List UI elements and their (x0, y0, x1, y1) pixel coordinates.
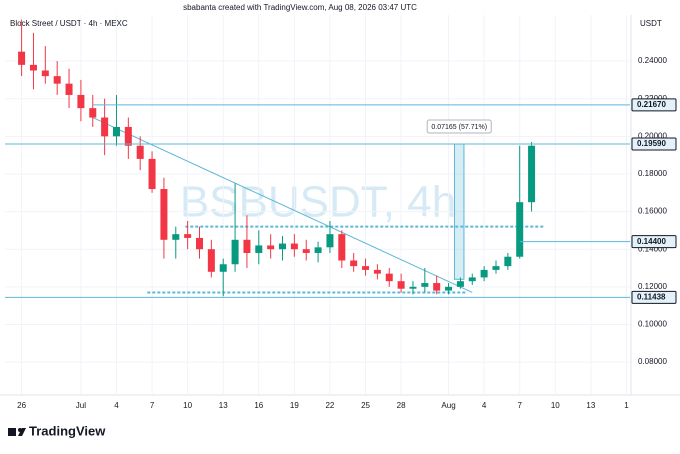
y-tick-label: 0.18000 (638, 169, 667, 178)
x-tick-label: 10 (551, 401, 560, 410)
candle-body (468, 277, 476, 282)
candle-body (65, 83, 73, 95)
candle-body (433, 283, 441, 291)
x-tick-label: 4 (114, 401, 119, 410)
candle-body (219, 264, 227, 272)
candle-body (53, 76, 61, 84)
symbol-label: Block Street / USDT · 4h · MEXC (10, 19, 128, 28)
candle-body (172, 234, 180, 240)
x-tick-label: 10 (183, 401, 192, 410)
price-label: 0.21670 (637, 100, 666, 109)
candle-body (231, 239, 239, 265)
logo-slash (18, 428, 26, 436)
header-text: sbabanta created with TradingView.com, A… (183, 3, 417, 12)
candle-body (160, 189, 168, 240)
y-tick-label: 0.24000 (638, 56, 667, 65)
candle-body (207, 249, 215, 272)
candle-body (77, 94, 85, 109)
price-label-box (631, 137, 677, 151)
price-label: 0.11438 (637, 293, 666, 302)
candle-body (409, 286, 417, 289)
candle-body (326, 234, 334, 248)
price-label: 0.14400 (637, 237, 666, 246)
x-tick-label: 22 (325, 401, 334, 410)
candle-body (124, 126, 132, 146)
x-tick-label: 26 (17, 401, 26, 410)
candle-body (112, 126, 120, 137)
candle-body (492, 266, 500, 270)
x-tick-label: 13 (219, 401, 228, 410)
candle-body (267, 245, 275, 250)
logo-block (8, 428, 16, 436)
candle-body (290, 243, 298, 250)
candle-body (184, 234, 192, 238)
x-tick-label: 1 (624, 401, 629, 410)
measure-label: 0.07165 (57.71%) (431, 124, 487, 131)
x-tick-label: 7 (150, 401, 155, 410)
candle-body (243, 239, 251, 253)
x-tick-label: Aug (441, 401, 455, 410)
candle-body (456, 281, 464, 287)
watermark: BSBUSDT, 4h (180, 178, 456, 227)
candle-body (302, 249, 310, 253)
y-tick-label: 0.22000 (638, 94, 667, 103)
candle-body (397, 281, 405, 289)
x-tick-label: 4 (482, 401, 487, 410)
y-tick-label: 0.10000 (638, 320, 667, 329)
candle-body (516, 202, 524, 257)
price-label: 0.19590 (637, 139, 666, 148)
candle-body (89, 108, 97, 118)
candle-body (101, 117, 109, 137)
candle-body (528, 145, 536, 203)
candle-body (41, 70, 49, 77)
trendline (92, 117, 473, 293)
x-tick-label: 19 (290, 401, 299, 410)
candle-body (314, 247, 322, 253)
candle-body (362, 266, 370, 270)
x-tick-label: 16 (254, 401, 263, 410)
y-tick-label: 0.20000 (638, 131, 667, 140)
y-tick-label: 0.14000 (638, 244, 667, 253)
candle-body (445, 286, 453, 291)
x-tick-label: Jul (76, 401, 86, 410)
candle-body (255, 245, 263, 253)
brand-logo (8, 428, 26, 436)
candle-body (385, 273, 393, 282)
candle-body (504, 256, 512, 267)
price-label-box (631, 235, 677, 249)
brand-name: TradingView (29, 423, 106, 438)
candle-body (18, 51, 26, 65)
measure-label-box (426, 119, 492, 134)
y-tick-label: 0.08000 (638, 357, 667, 366)
price-label-box (631, 290, 677, 304)
candle-body (195, 237, 203, 250)
x-tick-label: 7 (517, 401, 522, 410)
x-tick-label: 28 (397, 401, 406, 410)
candle-body (29, 64, 37, 71)
y-tick-label: 0.16000 (638, 207, 667, 216)
x-tick-label: 13 (586, 401, 595, 410)
candle-body (373, 269, 381, 274)
candle-body (136, 145, 144, 159)
candle-body (480, 269, 488, 278)
price-label-box (631, 98, 677, 112)
candle-body (148, 158, 156, 190)
currency-label: USDT (640, 19, 662, 28)
x-tick-label: 25 (361, 401, 370, 410)
y-tick-label: 0.12000 (638, 282, 667, 291)
candle-body (421, 283, 429, 287)
measure-box (453, 143, 465, 280)
candle-body (279, 243, 287, 250)
candle-body (338, 234, 346, 261)
candle-body (350, 260, 358, 267)
